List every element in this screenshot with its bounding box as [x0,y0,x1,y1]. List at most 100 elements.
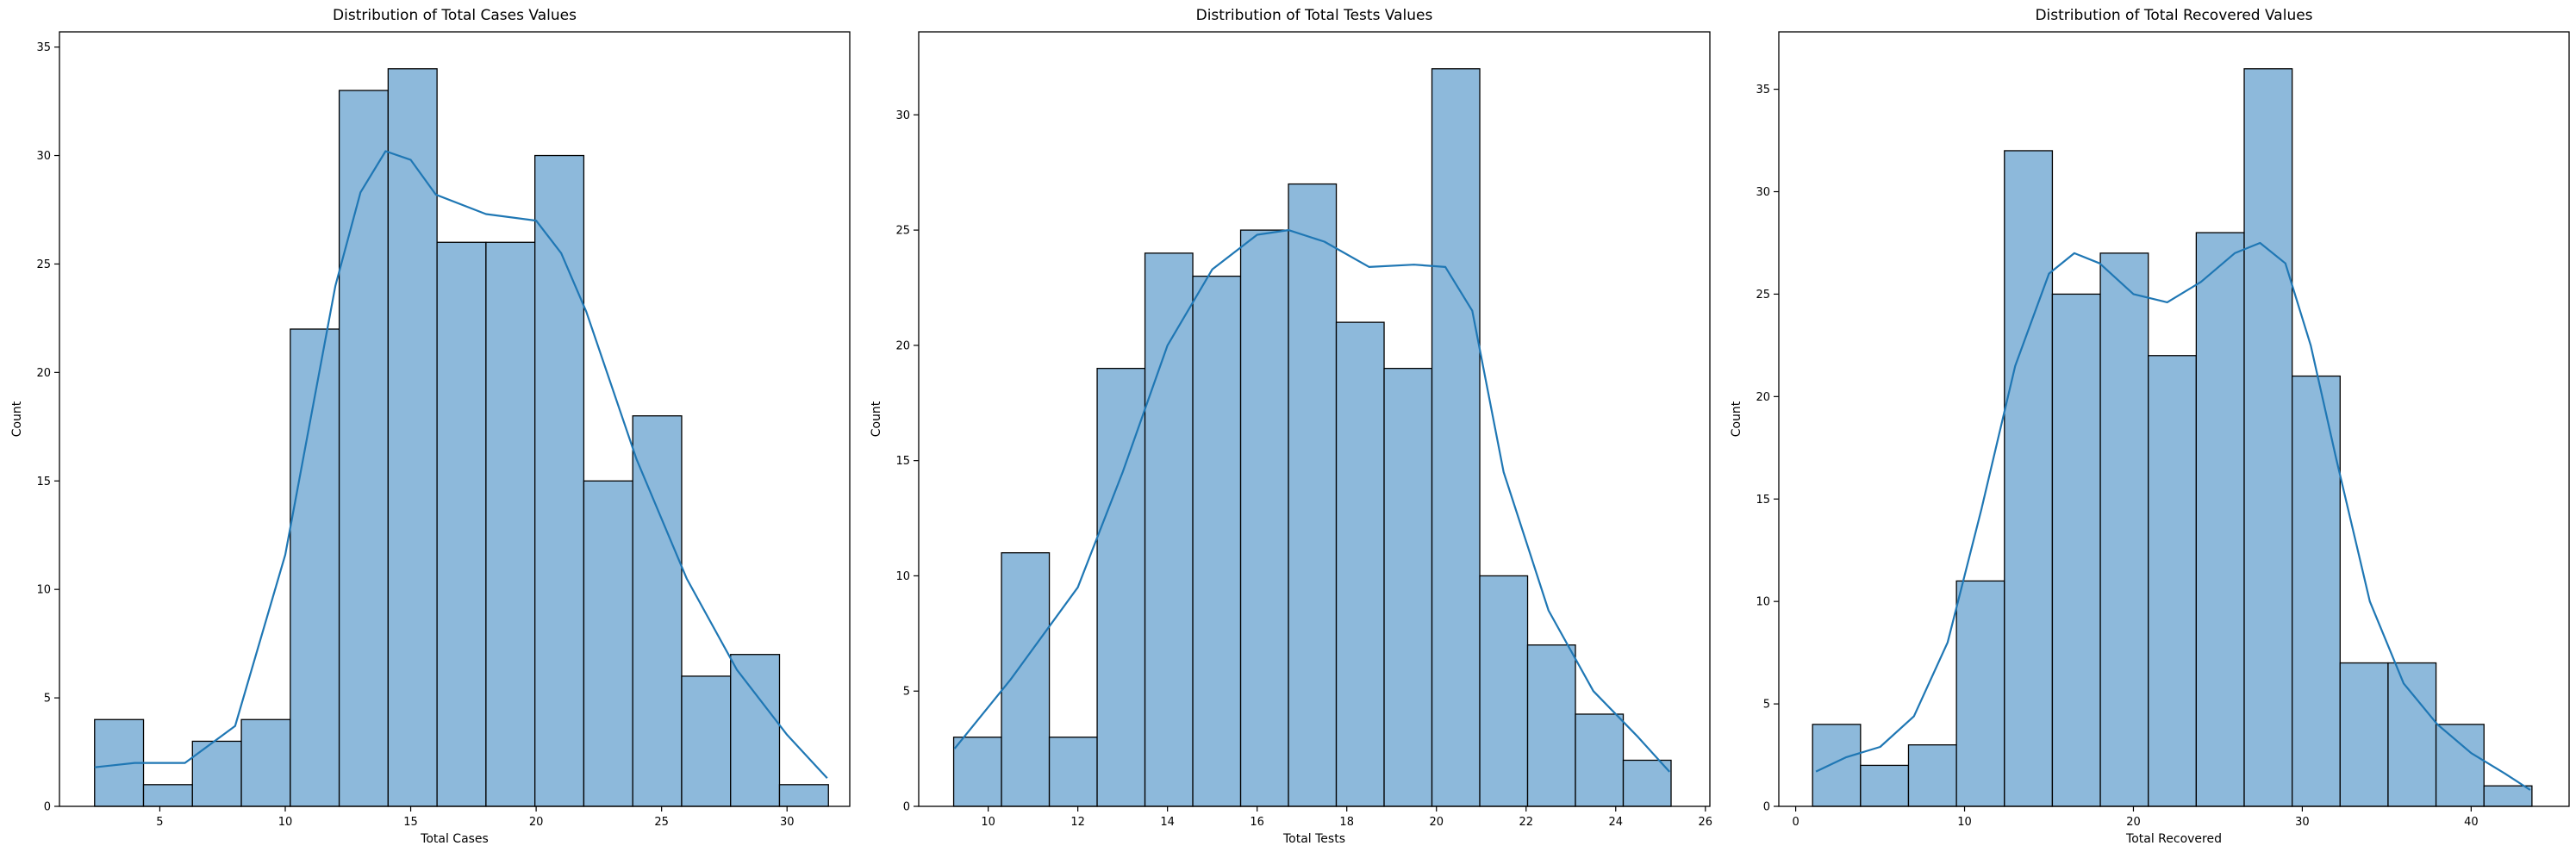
x-axis-label: Total Recovered [2125,832,2222,846]
histogram-bar [387,68,438,807]
bars [1812,68,2533,807]
y-tick-label: 25 [895,225,910,238]
x-tick-label: 26 [1699,816,1713,829]
x-tick-label: 20 [1429,816,1444,829]
subplot-3: 0 10 20 30 40 0 5 10 15 20 25 30 35 Distribution of T… [1730,7,2570,846]
chart-title: Distribution of Total Recovered Values [2035,7,2312,24]
x-tick-label: 10 [278,816,293,829]
histogram-bar [142,784,193,807]
x-tick-label: 0 [1792,816,1799,829]
histogram-bar [338,90,390,807]
histogram-bar [2292,375,2341,807]
y-tick-label: 25 [36,258,51,271]
y-tick-label: 15 [36,476,51,488]
axes-frame [918,31,1711,807]
histogram-bar [485,241,536,807]
histogram-bar [1288,183,1338,807]
x-tick-label: 10 [981,816,995,829]
axes-frame [1778,31,2570,807]
y-tick-label: 0 [44,801,51,814]
histogram-bar [1622,759,1672,807]
y-axis-label: Count [1730,401,1743,437]
subplot-2: 10 12 14 16 18 20 22 24 26 0 5 10 15 20 25 30 Distributi… [870,7,1712,846]
histogram-bar [534,154,585,807]
histogram-bar [2243,68,2293,807]
histogram-bar [1335,321,1385,807]
y-tick-label: 20 [1756,391,1770,404]
histogram-bar [1812,724,1862,807]
x-tick-label: 22 [1519,816,1533,829]
histogram-bar [1526,644,1576,807]
histogram-bar [1192,275,1242,807]
histogram-bar [1096,367,1146,807]
x-tick-label: 40 [2464,816,2479,829]
y-tick-label: 10 [1756,596,1770,609]
x-tick-label: 25 [654,816,669,829]
x-tick-label: 10 [1957,816,1972,829]
chart-title: Distribution of Total Cases Values [333,7,577,24]
y-tick-label: 30 [36,150,51,163]
x-axis-label: Total Cases [420,832,489,846]
x-tick-label: 16 [1250,816,1264,829]
histogram-bar [2004,150,2054,807]
y-tick-label: 0 [1763,801,1770,814]
kde-line [94,150,828,780]
histogram-bar [730,654,781,807]
y-tick-label: 15 [895,455,910,468]
histogram-bar [2099,252,2149,807]
axes-frame [59,31,851,807]
y-tick-label: 5 [903,686,910,699]
kde-line [953,229,1671,773]
histogram-bar [1001,552,1051,807]
x-tick-label: 18 [1339,816,1354,829]
y-tick-label: 10 [895,570,910,583]
subplot-1: 5 10 15 20 25 30 0 5 10 15 20 25 30 35 Distribution of… [10,7,851,846]
histogram-bar [632,415,683,807]
histogram-bar [1955,580,2005,807]
histogram-bar [2195,232,2245,807]
y-tick-label: 15 [1756,494,1770,507]
histogram-bar [583,480,633,807]
x-tick-label: 20 [529,816,544,829]
histogram-bar [681,675,732,807]
x-tick-label: 5 [156,816,163,829]
histogram-bar [1431,68,1481,807]
y-tick-label: 35 [36,41,51,54]
x-tick-label: 12 [1070,816,1085,829]
x-tick-label: 30 [780,816,795,829]
y-tick-label: 25 [1756,289,1770,302]
y-tick-label: 0 [903,801,910,814]
y-tick-label: 5 [1763,699,1770,712]
histogram-bar [290,328,340,807]
histogram-bar [1144,252,1194,807]
y-tick-label: 35 [1756,84,1770,96]
x-tick-label: 15 [403,816,418,829]
y-tick-label: 20 [36,367,51,380]
y-tick-label: 20 [895,339,910,352]
histogram-bar [2051,293,2101,807]
x-axis-label: Total Tests [1282,832,1345,846]
kde-line [1815,241,2531,791]
y-tick-label: 30 [895,109,910,122]
histogram-bar [952,737,1002,807]
x-tick-label: 30 [2295,816,2310,829]
histogram-bar [1860,764,1910,807]
bars [94,68,829,807]
histogram-bar [1239,229,1289,807]
y-tick-label: 10 [36,584,51,597]
bars [952,68,1672,807]
histogram-bar [2483,785,2533,807]
histogram-bar [436,241,487,807]
histogram-bar [2148,355,2198,807]
histogram-bar [1383,367,1433,807]
chart-title: Distribution of Total Tests Values [1196,7,1433,24]
x-tick-label: 14 [1160,816,1175,829]
histogram-bar [1048,737,1098,807]
histogram-bar [1575,713,1625,807]
histogram-bar [2339,662,2389,807]
x-tick-label: 20 [2126,816,2141,829]
x-tick-label: 24 [1609,816,1624,829]
histogram-bar [1479,575,1529,807]
y-axis-label: Count [10,401,24,437]
